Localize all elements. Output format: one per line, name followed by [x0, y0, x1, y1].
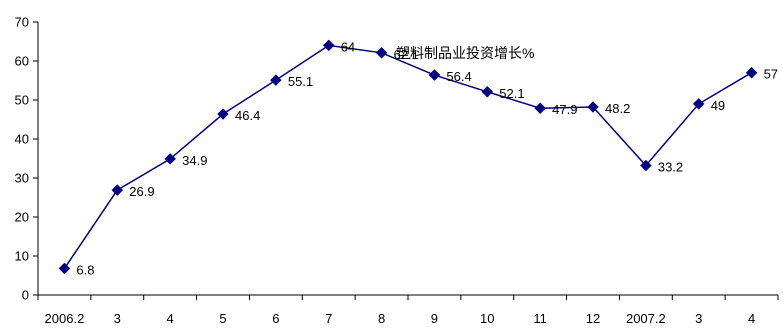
data-point-marker	[270, 74, 282, 86]
x-tick-label: 7	[325, 311, 332, 326]
chart-title: 塑料制品业投资增长%	[396, 45, 534, 61]
data-labels: 6.8 26.9 34.9 46.4 55.1 64 62.1 56.4 52.1 47.9 48.…	[76, 39, 778, 277]
data-label: 46.4	[235, 108, 260, 123]
data-label: 55.1	[288, 74, 313, 89]
data-label: 56.4	[446, 69, 471, 84]
x-tick-label: 5	[219, 311, 226, 326]
data-point-marker	[217, 108, 229, 120]
data-point-marker	[322, 39, 335, 52]
data-label: 47.9	[552, 102, 577, 117]
data-label: 48.2	[605, 101, 630, 116]
series-group	[58, 39, 758, 275]
x-tick-label: 12	[586, 311, 600, 326]
x-tick-label: 3	[114, 311, 121, 326]
data-point-marker	[164, 153, 176, 165]
data-point-marker	[534, 102, 546, 115]
data-label: 6.8	[76, 262, 94, 277]
y-tick-label: 40	[15, 132, 29, 147]
data-point-marker	[375, 46, 388, 59]
x-tick-label: 2006.2	[45, 311, 85, 326]
x-tick-label: 10	[480, 311, 494, 326]
x-tick-label: 8	[378, 311, 385, 326]
y-tick-label: 0	[22, 288, 29, 303]
y-tick-label: 70	[15, 15, 29, 30]
x-tick-label: 2007.2	[626, 311, 666, 326]
y-tick-labels: 0 10 20 30 40 50 60 70	[15, 15, 29, 303]
data-label: 52.1	[499, 86, 524, 101]
axes	[33, 21, 779, 300]
y-tick-label: 30	[15, 171, 29, 186]
data-point-marker	[111, 184, 124, 196]
y-tick-label: 20	[15, 210, 29, 225]
data-point-marker	[692, 98, 705, 110]
data-point-marker	[640, 159, 652, 172]
data-label: 49	[711, 98, 725, 113]
y-tick-label: 60	[15, 54, 29, 69]
x-tick-label: 4	[167, 311, 174, 326]
x-tick-label: 9	[431, 311, 438, 326]
data-point-marker	[481, 85, 494, 98]
data-label: 34.9	[182, 153, 207, 168]
data-label: 26.9	[129, 184, 154, 199]
series-line	[63, 44, 752, 269]
x-tick-label: 11	[533, 311, 547, 326]
x-tick-label: 6	[272, 311, 279, 326]
data-point-marker	[745, 66, 758, 79]
data-label: 64	[341, 39, 355, 54]
data-point-marker	[428, 69, 441, 81]
data-label: 33.2	[658, 160, 683, 175]
x-tick-label: 4	[748, 311, 755, 326]
data-point-marker	[587, 101, 599, 113]
y-tick-label: 10	[15, 249, 29, 264]
x-tick-labels: 2006.2 3 4 5 6 7 8 9 10 11 12 2007.2 3 4	[45, 311, 756, 326]
x-tick-label: 3	[695, 311, 702, 326]
data-label: 57	[764, 67, 778, 82]
y-tick-label: 50	[15, 93, 29, 108]
data-label: 62.1	[394, 47, 419, 62]
data-point-marker	[58, 262, 71, 275]
